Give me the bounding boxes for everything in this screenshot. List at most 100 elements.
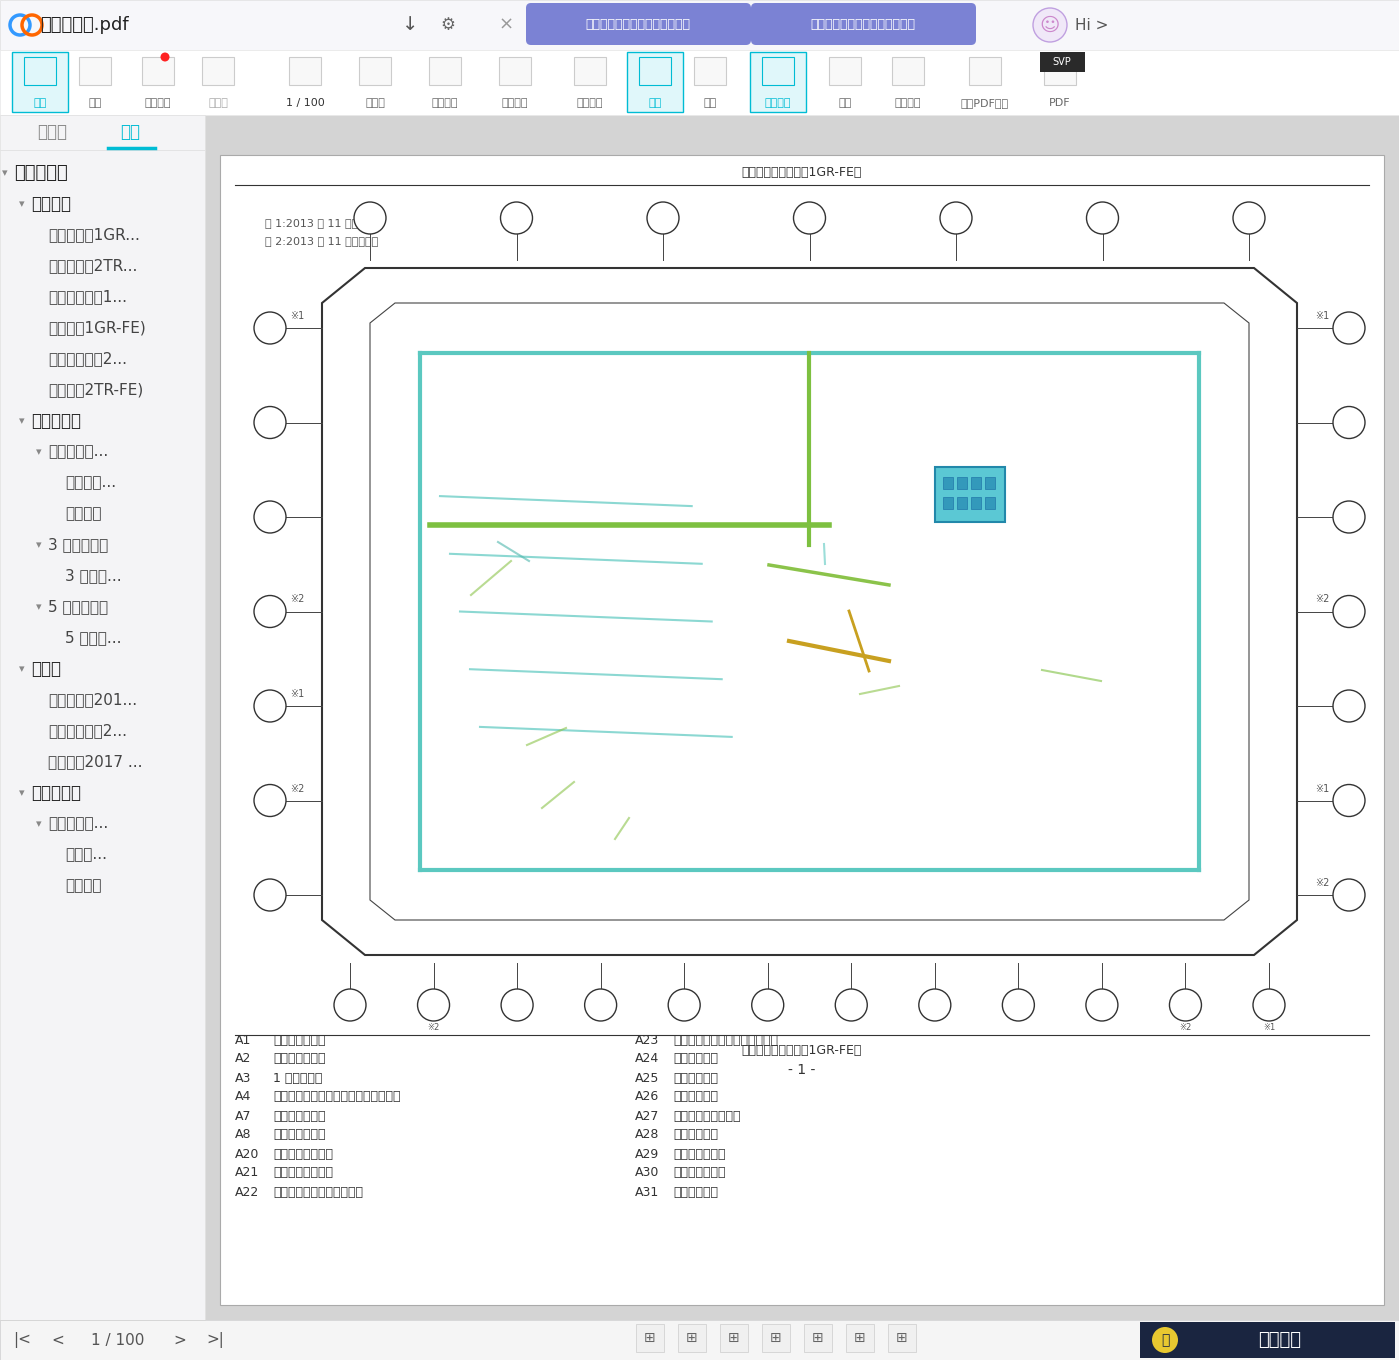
Text: 3 号继电器盒: 3 号继电器盒 [48,537,108,552]
Text: 发动机室零件位置（1GR-FE）: 发动机室零件位置（1GR-FE） [741,1043,862,1057]
Text: >: > [173,1333,186,1348]
Text: 左侧前照灯总成: 左侧前照灯总成 [673,1167,726,1179]
Circle shape [751,989,783,1021]
Circle shape [161,53,169,61]
Text: ⚙: ⚙ [441,16,456,34]
Text: 内部电路: 内部电路 [64,506,102,521]
Text: A30: A30 [635,1167,659,1179]
Text: ⊞: ⊞ [771,1331,782,1345]
Bar [360,57,390,84]
Text: A3: A3 [235,1072,252,1084]
Text: ※1: ※1 [1315,783,1329,793]
Text: 5 号继电...: 5 号继电... [64,631,122,646]
Bar [846,1325,874,1352]
Bar [290,57,320,84]
Text: 连续阅读: 连续阅读 [765,98,792,107]
Text: A26: A26 [361,214,379,223]
Circle shape [835,989,867,1021]
Text: 零件位置（1GR...: 零件位置（1GR... [48,227,140,242]
Text: A1: A1 [235,1034,252,1046]
Bar [888,1325,916,1352]
Text: 缩略图: 缩略图 [36,122,67,141]
Circle shape [501,989,533,1021]
Text: A32: A32 [1339,418,1358,427]
Text: 警报喇叭总成: 警报喇叭总成 [673,1091,718,1103]
Bar [627,52,683,112]
Text: 双页: 双页 [704,98,716,107]
Text: ▾: ▾ [20,199,25,209]
Text: A8: A8 [235,1129,252,1141]
Bar [13,52,69,112]
Bar [943,498,953,509]
Circle shape [1333,879,1365,911]
Text: A45: A45 [260,796,280,805]
Text: 1 / 100: 1 / 100 [285,98,325,107]
Text: 发动机室继...: 发动机室继... [48,445,108,460]
Text: 低音喇叭总成: 低音喇叭总成 [673,1053,718,1065]
Text: 线束和线束（2...: 线束和线束（2... [48,724,127,738]
Circle shape [940,203,972,234]
Text: 左前空气囊传感器: 左前空气囊传感器 [273,1167,333,1179]
Text: A38: A38 [1340,700,1358,711]
Text: ※2: ※2 [290,783,305,793]
Circle shape [919,989,951,1021]
Text: ※1: ※1 [290,690,304,699]
Circle shape [1333,500,1365,533]
Text: A4: A4 [235,1091,252,1103]
Circle shape [1151,1327,1178,1353]
Circle shape [1087,203,1118,234]
Text: A33: A33 [1340,511,1358,522]
Circle shape [1170,989,1202,1021]
Circle shape [1086,989,1118,1021]
Text: ※2: ※2 [1179,1023,1192,1031]
Circle shape [255,596,285,627]
Text: ⊞: ⊞ [644,1331,656,1345]
Text: 下一页: 下一页 [365,98,385,107]
Bar [143,57,173,84]
Circle shape [501,203,533,234]
Text: 发动机室零件位置（1GR-FE）: 发动机室零件位置（1GR-FE） [741,166,862,180]
Text: 搭铁点（2017 ...: 搭铁点（2017 ... [48,755,143,770]
Bar [1039,52,1086,72]
Text: Hi >: Hi > [1074,18,1108,33]
Text: 冷凝器风扇电动机（带鼓风机置总成）: 冷凝器风扇电动机（带鼓风机置总成） [273,1091,400,1103]
Text: A65: A65 [260,324,280,333]
Text: 1 / 100: 1 / 100 [91,1333,144,1348]
Text: A20: A20 [235,1148,259,1160]
Text: 发动机机...: 发动机机... [64,476,116,491]
Text: ※2: ※2 [290,594,305,604]
Text: ▾: ▾ [1,169,7,178]
Text: 内部电路: 内部电路 [64,879,102,894]
Text: ※2: ※2 [1315,594,1329,604]
Text: A20: A20 [509,1001,525,1009]
Bar [971,498,981,509]
Text: A22: A22 [235,1186,259,1198]
Bar [720,1325,748,1352]
Text: ※2: ※2 [1315,879,1329,888]
Text: A24: A24 [1094,1001,1109,1009]
Bar [985,498,995,509]
Text: ▾: ▾ [20,416,25,426]
Text: ▾: ▾ [36,540,42,549]
Text: 实际大小: 实际大小 [432,98,459,107]
Text: 仪表板: 仪表板 [31,660,62,679]
Text: 零件位置（2TR...: 零件位置（2TR... [48,258,137,273]
Text: 发动机室门控灯开关: 发动机室门控灯开关 [673,1110,740,1122]
Text: A29: A29 [1339,889,1358,900]
Bar [0,150,206,1321]
Text: A28: A28 [635,1129,659,1141]
Bar [762,1325,790,1352]
Bar [1140,1322,1395,1359]
Text: ⊞: ⊞ [855,1331,866,1345]
Text: A22: A22 [1094,214,1111,223]
Text: ▾: ▾ [20,664,25,675]
Text: A38: A38 [425,1001,442,1009]
Bar [893,57,923,84]
Text: 继电器位置: 继电器位置 [31,783,81,802]
Text: A31: A31 [1178,1001,1193,1009]
Text: 右前空气囊传感器: 右前空气囊传感器 [273,1148,333,1160]
Text: 截图识字: 截图识字 [895,98,922,107]
FancyBboxPatch shape [526,3,751,45]
Circle shape [1333,407,1365,438]
Circle shape [255,407,285,438]
